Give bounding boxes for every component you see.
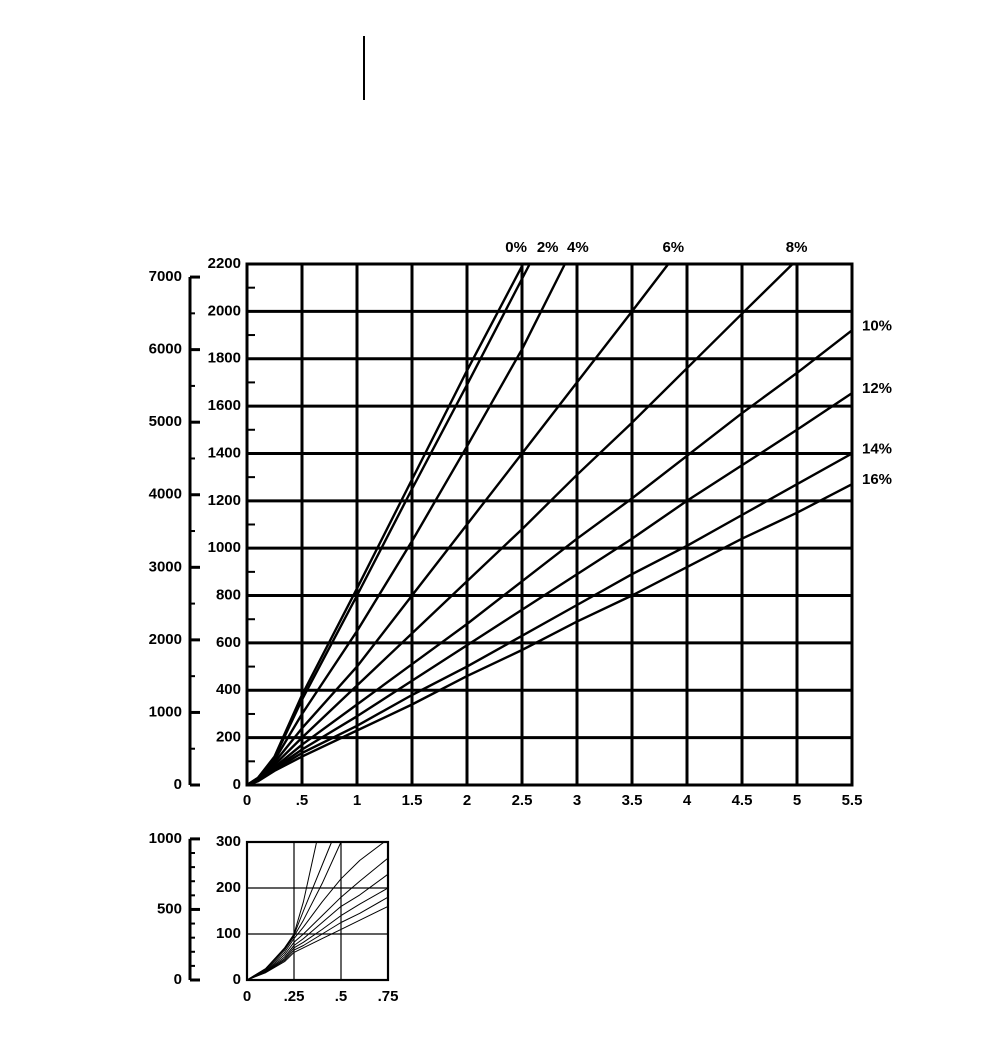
series-label: 16%	[862, 471, 892, 488]
y-tick-label: 1800	[208, 350, 241, 367]
y-tick-label: 200	[216, 879, 241, 896]
series-label: 12%	[862, 380, 892, 397]
series-label: 4%	[567, 239, 589, 256]
y2-tick-label: 5000	[149, 413, 182, 430]
x-tick-label: 2.5	[512, 792, 533, 809]
curve	[246, 857, 389, 981]
x-tick-label: 1	[353, 792, 361, 809]
x-tick-label: 5.5	[842, 792, 863, 809]
y2-tick-label: 1000	[149, 703, 182, 720]
y2-tick-label: 0	[174, 971, 182, 988]
series-label: 8%	[786, 239, 808, 256]
y-tick-label: 600	[216, 634, 241, 651]
x-tick-label: 1.5	[402, 792, 423, 809]
y-tick-label: 100	[216, 925, 241, 942]
series-label: 2%	[537, 239, 559, 256]
y-tick-label: 0	[233, 776, 241, 793]
y2-tick-label: 7000	[149, 268, 182, 285]
y2-tick-label: 1000	[149, 830, 182, 847]
y2-tick-label: 4000	[149, 486, 182, 503]
y-tick-label: 2000	[208, 302, 241, 319]
curve	[246, 392, 853, 787]
x-tick-label: .5	[296, 792, 309, 809]
curve	[246, 483, 853, 787]
y2-tick-label: 500	[157, 900, 182, 917]
x-tick-label: 0	[243, 988, 251, 1005]
curve	[246, 873, 389, 981]
x-tick-label: 4	[683, 792, 692, 809]
series-label: 14%	[862, 440, 892, 457]
y-tick-label: 1000	[208, 539, 241, 556]
y2-tick-label: 0	[174, 776, 182, 793]
y2-tick-label: 2000	[149, 631, 182, 648]
y2-tick-label: 3000	[149, 558, 182, 575]
curve	[246, 263, 794, 787]
curve	[246, 841, 342, 981]
x-tick-label: 3	[573, 792, 581, 809]
y-tick-label: 2200	[208, 255, 241, 272]
y-tick-label: 1400	[208, 444, 241, 461]
x-tick-label: .75	[378, 988, 399, 1005]
curve	[246, 905, 389, 981]
x-tick-label: 5	[793, 792, 801, 809]
plot-frame	[245, 840, 390, 982]
x-tick-label: 2	[463, 792, 471, 809]
x-tick-label: 3.5	[622, 792, 643, 809]
x-tick-label: 4.5	[732, 792, 753, 809]
y2-tick-label: 6000	[149, 341, 182, 358]
y-tick-label: 800	[216, 587, 241, 604]
series-label: 6%	[662, 239, 684, 256]
curve	[246, 263, 670, 787]
x-tick-label: .25	[284, 988, 305, 1005]
x-tick-label: 0	[243, 792, 251, 809]
curve	[246, 887, 389, 981]
curve	[246, 896, 389, 981]
y-tick-label: 1600	[208, 397, 241, 414]
y-tick-label: 400	[216, 681, 241, 698]
y-tick-label: 0	[233, 971, 241, 988]
curve	[246, 841, 385, 981]
series-label: 0%	[505, 239, 527, 256]
x-tick-label: .5	[335, 988, 348, 1005]
y-tick-label: 200	[216, 729, 241, 746]
curve	[246, 329, 853, 787]
series-label: 10%	[862, 317, 892, 334]
curve	[246, 452, 853, 787]
y-tick-label: 300	[216, 833, 241, 850]
y-tick-label: 1200	[208, 492, 241, 509]
